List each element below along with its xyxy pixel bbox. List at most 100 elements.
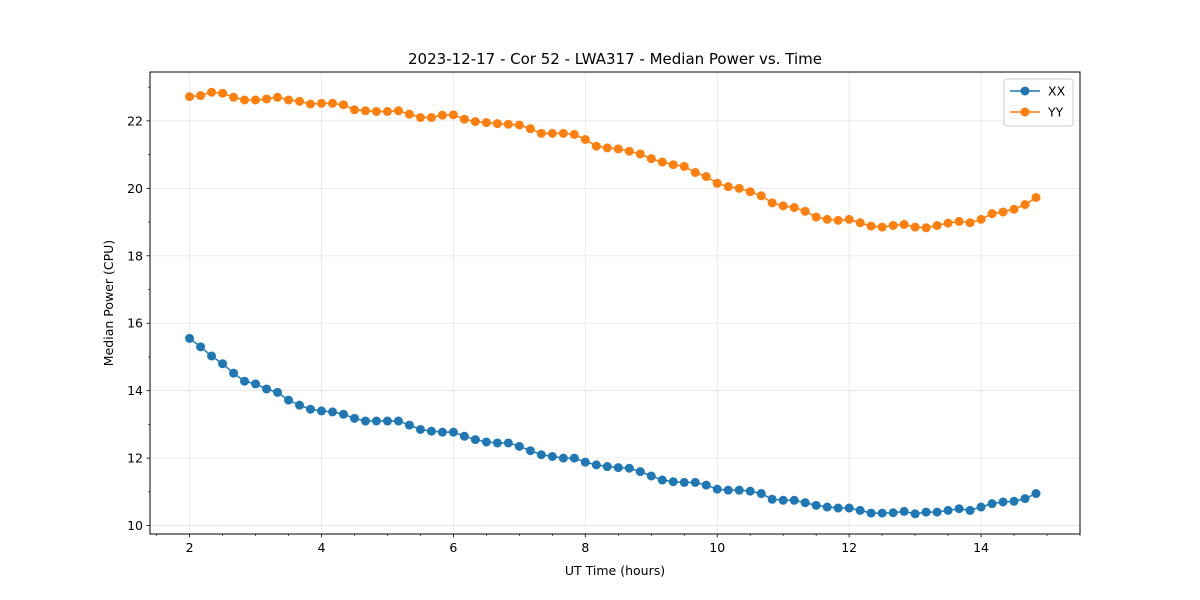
data-point: [800, 498, 810, 508]
data-point: [338, 100, 348, 110]
legend-xx-label: XX: [1048, 84, 1066, 99]
x-tick-label: 12: [841, 540, 857, 555]
data-point: [360, 106, 370, 116]
data-point: [987, 209, 997, 219]
data-point: [338, 409, 348, 419]
data-point: [218, 88, 228, 98]
data-point: [229, 92, 239, 102]
data-point: [888, 508, 898, 518]
data-point: [251, 379, 261, 389]
data-point: [305, 404, 315, 414]
data-point: [921, 507, 931, 517]
plot-frame: [149, 71, 1081, 535]
data-point: [723, 485, 733, 495]
data-point: [888, 220, 898, 230]
data-point: [316, 98, 326, 108]
data-point: [833, 215, 843, 225]
data-point: [954, 504, 964, 514]
y-tick-label: 16: [127, 316, 143, 331]
y-tick-label: 22: [127, 113, 143, 128]
data-point: [789, 495, 799, 505]
data-point: [349, 105, 359, 115]
grid: [150, 72, 1080, 534]
data-point: [503, 438, 513, 448]
legend-xx-marker: [1020, 86, 1030, 96]
data-point: [866, 508, 876, 518]
data-point: [492, 119, 502, 129]
data-point: [349, 413, 359, 423]
data-point: [712, 178, 722, 188]
data-point: [503, 119, 513, 129]
data-point: [185, 333, 195, 343]
data-point: [1009, 204, 1019, 214]
legend-yy-marker: [1020, 107, 1030, 117]
x-tick-label: 10: [709, 540, 725, 555]
data-point: [976, 214, 986, 224]
x-tick-label: 8: [581, 540, 589, 555]
data-point: [690, 167, 700, 177]
data-point: [910, 509, 920, 519]
data-point: [295, 400, 305, 410]
data-point: [273, 92, 282, 102]
data-point: [273, 387, 282, 397]
data-point: [459, 431, 469, 441]
data-point: [701, 172, 711, 182]
data-point: [525, 446, 535, 456]
data-point: [1009, 496, 1019, 506]
data-point: [844, 214, 854, 224]
data-point: [822, 214, 832, 224]
data-point: [778, 495, 788, 505]
data-point: [811, 212, 821, 222]
data-point: [393, 416, 403, 426]
data-point: [789, 203, 799, 213]
data-point: [481, 437, 491, 447]
data-point: [240, 376, 250, 386]
data-point: [745, 486, 755, 496]
data-point: [207, 351, 217, 361]
data-point: [679, 161, 689, 171]
data-point: [360, 416, 370, 426]
data-point: [185, 92, 195, 102]
data-point: [602, 462, 612, 472]
data-point: [196, 342, 206, 352]
data-point: [426, 426, 436, 436]
data-point: [569, 453, 579, 463]
data-point: [899, 219, 909, 229]
data-point: [558, 453, 568, 463]
data-point: [371, 416, 381, 426]
data-point: [262, 384, 272, 394]
x-tick-label: 6: [449, 540, 457, 555]
data-point: [811, 500, 821, 510]
data-point: [756, 191, 766, 201]
data-point: [657, 157, 667, 167]
data-point: [459, 114, 469, 124]
data-point: [393, 106, 403, 116]
data-point: [262, 94, 272, 104]
data-point: [613, 144, 623, 154]
data-point: [855, 218, 865, 228]
data-point: [1031, 192, 1041, 202]
data-point: [745, 187, 755, 197]
data-point: [712, 484, 722, 494]
series-yy: [185, 87, 1041, 233]
data-point: [404, 109, 414, 119]
x-axis-label: UT Time (hours): [565, 563, 665, 578]
data-point: [328, 407, 337, 417]
data-point: [899, 506, 909, 516]
data-point: [1020, 494, 1030, 504]
data-point: [218, 359, 228, 369]
data-point: [404, 420, 414, 430]
data-point: [470, 117, 480, 127]
data-point: [624, 463, 634, 473]
data-point: [877, 508, 887, 518]
data-point: [415, 113, 425, 123]
data-point: [723, 182, 733, 192]
data-point: [800, 206, 810, 216]
data-point: [251, 95, 261, 105]
data-point: [580, 134, 590, 144]
data-point: [284, 95, 294, 105]
data-point: [943, 218, 953, 228]
data-point: [1031, 489, 1041, 499]
data-point: [690, 477, 700, 487]
